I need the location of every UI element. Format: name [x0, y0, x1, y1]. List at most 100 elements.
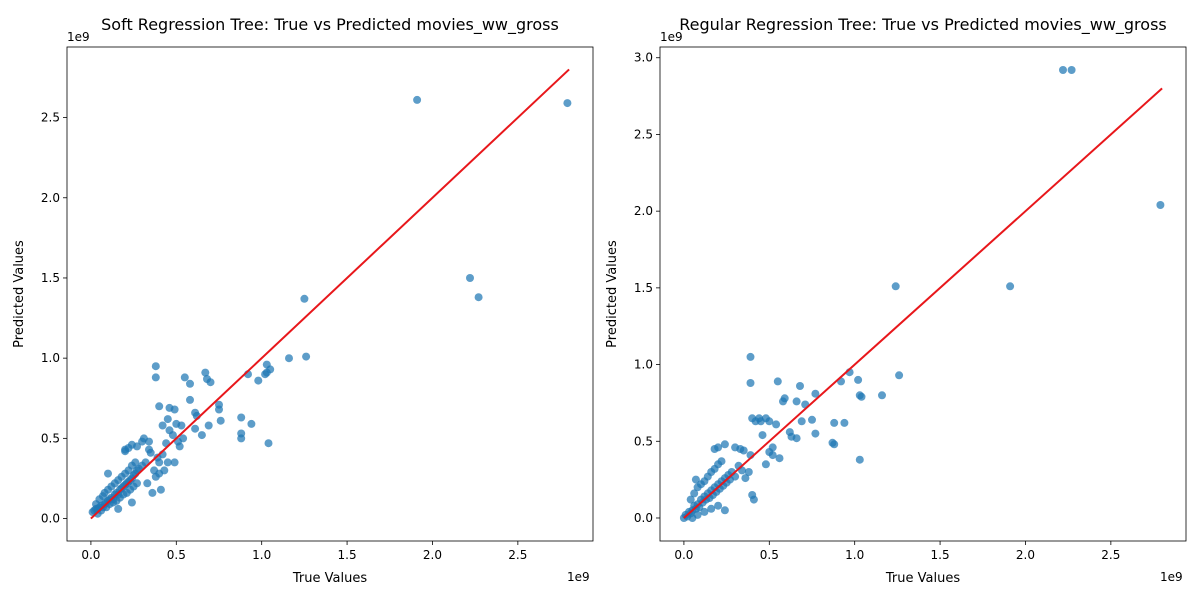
- data-point: [744, 468, 753, 476]
- data-point: [186, 379, 194, 388]
- data-point: [163, 458, 172, 467]
- data-point: [714, 501, 723, 510]
- y-axis-label: Predicted Values: [605, 240, 620, 348]
- data-point: [761, 460, 770, 469]
- data-point: [151, 362, 160, 371]
- x-tick-label: 1.0: [252, 548, 271, 562]
- data-point: [191, 424, 200, 433]
- data-point: [780, 394, 789, 403]
- data-point: [797, 417, 806, 426]
- data-point: [700, 507, 709, 516]
- data-point: [474, 293, 483, 302]
- data-point: [775, 454, 784, 463]
- data-point: [891, 282, 900, 291]
- soft-tree-panel: 0.0 0.5 1.0 1.5 2.0 2.5 0.0 0.5 1.0 1.5 2.0 2.5 1e9 1…: [12, 15, 594, 586]
- axes-frame: [659, 46, 1187, 542]
- data-point: [811, 429, 820, 438]
- data-point: [768, 443, 777, 452]
- x-tick-label: 0.5: [760, 548, 779, 562]
- data-point: [690, 489, 699, 498]
- data-point: [206, 378, 215, 387]
- data-point: [720, 440, 729, 449]
- data-point: [707, 504, 716, 513]
- chart-title: Soft Regression Tree: True vs Predicted …: [101, 15, 559, 35]
- data-point: [216, 416, 225, 425]
- y-tick-label: 0.5: [634, 434, 653, 448]
- data-point: [855, 455, 864, 464]
- data-point: [693, 510, 702, 519]
- data-point: [854, 375, 863, 384]
- y-tick-label: 0.0: [634, 511, 653, 525]
- data-point: [266, 365, 275, 374]
- data-point: [204, 421, 213, 430]
- data-point: [237, 413, 246, 422]
- data-point: [878, 391, 886, 400]
- x-tick-label: 1.5: [338, 548, 357, 562]
- data-point: [179, 434, 188, 443]
- x-exponent-label: 1e9: [1160, 570, 1183, 584]
- data-point: [131, 458, 140, 467]
- data-point: [811, 389, 820, 398]
- y-axis-label: Predicted Values: [12, 240, 27, 348]
- y-tick-label: 1.5: [41, 271, 60, 285]
- x-tick-label: 2.0: [1016, 548, 1035, 562]
- data-point: [145, 437, 153, 446]
- data-point: [148, 488, 157, 497]
- data-point: [830, 440, 839, 449]
- data-point: [830, 418, 839, 427]
- data-point: [1156, 201, 1165, 209]
- y-tick-label: 1.0: [634, 358, 653, 372]
- data-point: [247, 419, 256, 428]
- x-tick-label: 1.0: [845, 548, 864, 562]
- data-point: [114, 504, 123, 513]
- data-point: [796, 382, 804, 390]
- data-point: [254, 376, 263, 385]
- data-point: [840, 418, 849, 427]
- x-tick-label: 2.5: [508, 548, 527, 562]
- axes-frame: [66, 46, 594, 542]
- y-tick-label: 0.0: [41, 512, 60, 526]
- data-point: [720, 506, 729, 515]
- data-point: [895, 371, 904, 380]
- data-point: [808, 415, 816, 424]
- data-point: [1006, 282, 1015, 291]
- data-point: [285, 354, 293, 363]
- data-point: [177, 421, 186, 430]
- data-point: [146, 448, 155, 457]
- data-point: [746, 352, 755, 361]
- data-point: [143, 479, 152, 488]
- data-point: [857, 392, 866, 401]
- data-point: [175, 442, 184, 451]
- x-tick-label: 0.0: [81, 548, 100, 562]
- data-point: [466, 274, 474, 282]
- data-point: [691, 475, 700, 484]
- data-point: [1067, 66, 1076, 74]
- data-point: [773, 377, 782, 386]
- y-tick-label: 0.5: [41, 431, 60, 445]
- y-tick-label: 1.0: [41, 351, 60, 365]
- y-tick-label: 1.5: [634, 281, 653, 295]
- data-point: [717, 457, 726, 466]
- data-point: [300, 294, 309, 303]
- data-point: [133, 442, 141, 451]
- x-axis-label: True Values: [292, 571, 367, 586]
- data-point: [201, 368, 210, 377]
- data-point: [739, 446, 748, 455]
- x-tick-label: 1.5: [931, 548, 950, 562]
- data-point: [714, 443, 723, 452]
- data-point: [163, 415, 172, 424]
- data-point: [264, 439, 273, 448]
- data-point: [151, 373, 160, 382]
- data-point: [215, 405, 223, 414]
- data-point: [765, 417, 774, 426]
- data-point: [413, 95, 422, 104]
- data-point: [302, 352, 311, 361]
- chart-title: Regular Regression Tree: True vs Predict…: [679, 15, 1167, 35]
- regular-tree-panel: 0.0 0.5 1.0 1.5 2.0 2.5 0.0 0.5 1.0 1.5 2.0 2.5 3.0 1…: [605, 15, 1187, 586]
- data-point: [758, 431, 767, 440]
- data-point: [155, 458, 164, 467]
- reference-line: [90, 68, 570, 520]
- data-point: [180, 373, 189, 382]
- data-point: [197, 431, 206, 440]
